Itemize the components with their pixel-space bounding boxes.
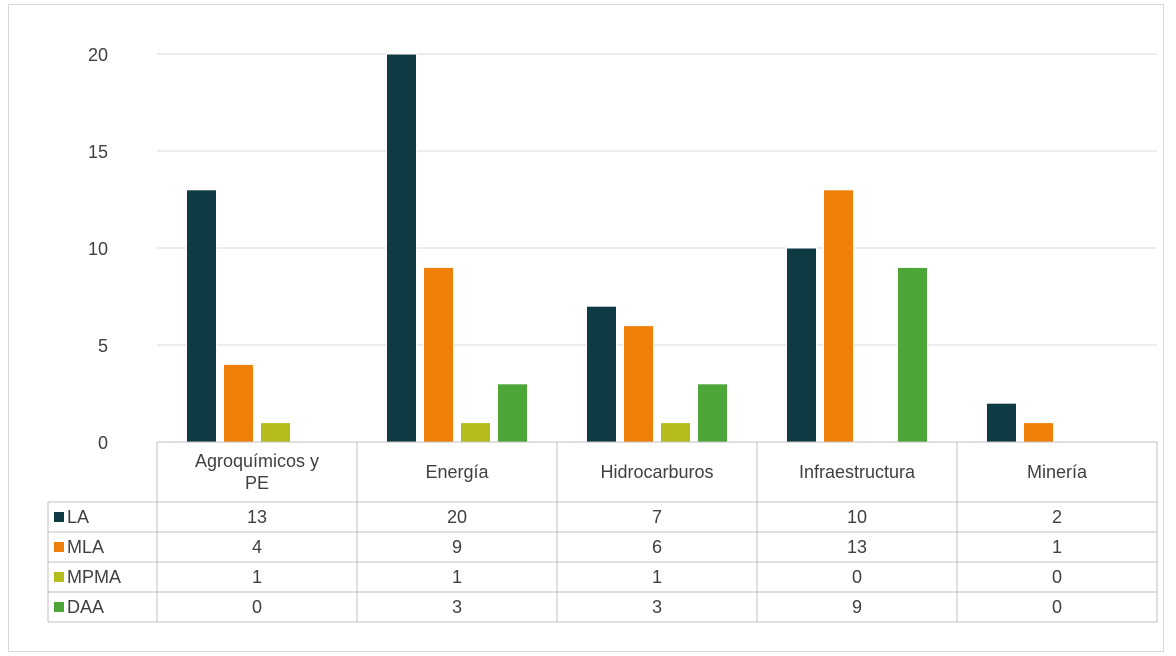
table-cell: 0 bbox=[252, 597, 262, 617]
table-cell: 0 bbox=[852, 567, 862, 587]
table-cell: 1 bbox=[452, 567, 462, 587]
legend-key-mpma bbox=[54, 572, 64, 582]
bar-la-0 bbox=[186, 189, 217, 443]
y-tick-label: 0 bbox=[98, 433, 108, 453]
bar-la-4 bbox=[986, 402, 1017, 443]
bar-mpma-2 bbox=[660, 422, 691, 443]
data-table: Agroquímicos y PE Energía Hidrocarburos Infr… bbox=[47, 441, 1158, 623]
legend-key-daa bbox=[54, 602, 64, 612]
table-cell: 4 bbox=[252, 537, 262, 557]
table-cell: 0 bbox=[1052, 567, 1062, 587]
bar-daa-1 bbox=[497, 383, 528, 443]
category-label: Energía bbox=[425, 462, 489, 482]
category-label: Infraestructura bbox=[799, 462, 916, 482]
table-cell: 10 bbox=[847, 507, 867, 527]
gridlines bbox=[157, 53, 1157, 346]
y-tick-label: 10 bbox=[88, 239, 108, 259]
legend-label: MLA bbox=[67, 537, 104, 557]
table-cell: 3 bbox=[652, 597, 662, 617]
table-cell: 20 bbox=[447, 507, 467, 527]
chart-frame bbox=[8, 4, 1164, 652]
table-cell: 9 bbox=[452, 537, 462, 557]
bar-mla-0 bbox=[223, 363, 254, 443]
table-cell: 13 bbox=[247, 507, 267, 527]
table-cell: 0 bbox=[1052, 597, 1062, 617]
table-cell: 9 bbox=[852, 597, 862, 617]
y-tick-label: 15 bbox=[88, 142, 108, 162]
bar-mla-2 bbox=[623, 325, 654, 443]
category-label: Agroquímicos y PE bbox=[195, 451, 319, 493]
bars bbox=[186, 53, 1054, 443]
bar-la-1 bbox=[386, 53, 417, 443]
table-cell: 1 bbox=[1052, 537, 1062, 557]
bar-daa-3 bbox=[897, 266, 928, 443]
legend-key-la bbox=[54, 512, 64, 522]
table-cell: 1 bbox=[252, 567, 262, 587]
legend-label: DAA bbox=[67, 597, 104, 617]
bar-la-3 bbox=[786, 247, 817, 443]
y-tick-label: 20 bbox=[88, 45, 108, 65]
table-cell: 6 bbox=[652, 537, 662, 557]
bar-mla-1 bbox=[423, 266, 454, 443]
y-axis-ticks: 0 5 10 15 20 bbox=[88, 45, 108, 453]
bar-daa-2 bbox=[697, 383, 728, 443]
bar-mla-4 bbox=[1023, 422, 1054, 443]
table-cell: 3 bbox=[452, 597, 462, 617]
table-cell: 7 bbox=[652, 507, 662, 527]
legend-label: MPMA bbox=[67, 567, 121, 587]
bar-la-2 bbox=[586, 305, 617, 443]
y-tick-label: 5 bbox=[98, 336, 108, 356]
legend-label: LA bbox=[67, 507, 89, 527]
category-label: Hidrocarburos bbox=[600, 462, 713, 482]
category-label: Minería bbox=[1027, 462, 1088, 482]
bar-mla-3 bbox=[823, 189, 854, 443]
table-cell: 2 bbox=[1052, 507, 1062, 527]
table-cell: 13 bbox=[847, 537, 867, 557]
table-cell: 1 bbox=[652, 567, 662, 587]
legend-key-mla bbox=[54, 542, 64, 552]
bar-mpma-0 bbox=[260, 422, 291, 443]
bar-mpma-1 bbox=[460, 422, 491, 443]
